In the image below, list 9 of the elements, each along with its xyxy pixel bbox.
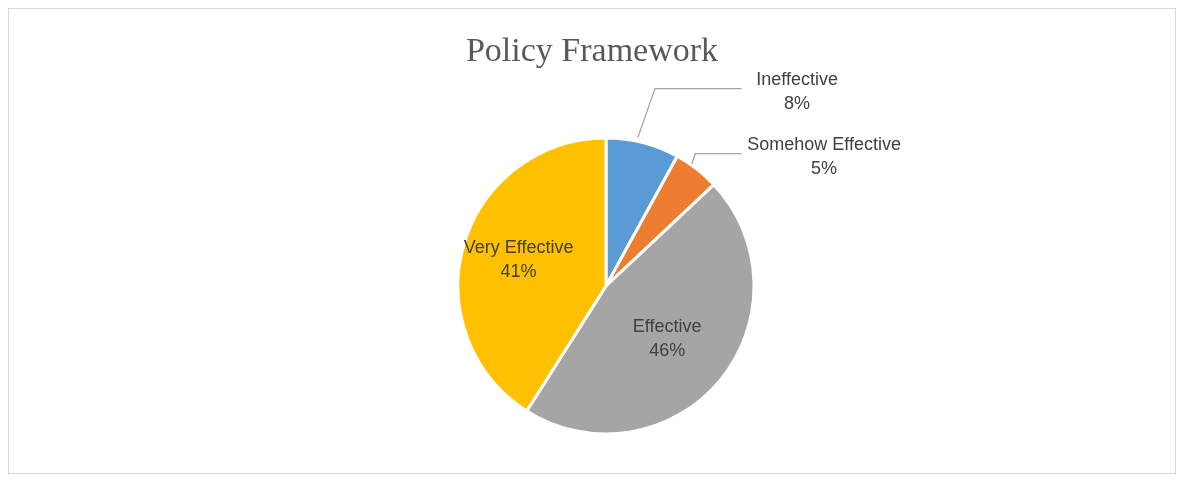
slice-label: Effective [632,315,702,336]
slice-label: Very Effective [463,237,574,258]
data-label: 41% [500,261,537,282]
data-label: 8% [784,92,811,113]
data-label: 46% [649,339,686,360]
slice-label: Ineffective [756,68,838,89]
data-label: 5% [811,157,838,178]
chart-title: Policy Framework [464,31,720,69]
slice-label: Somehow Effective [747,133,901,154]
